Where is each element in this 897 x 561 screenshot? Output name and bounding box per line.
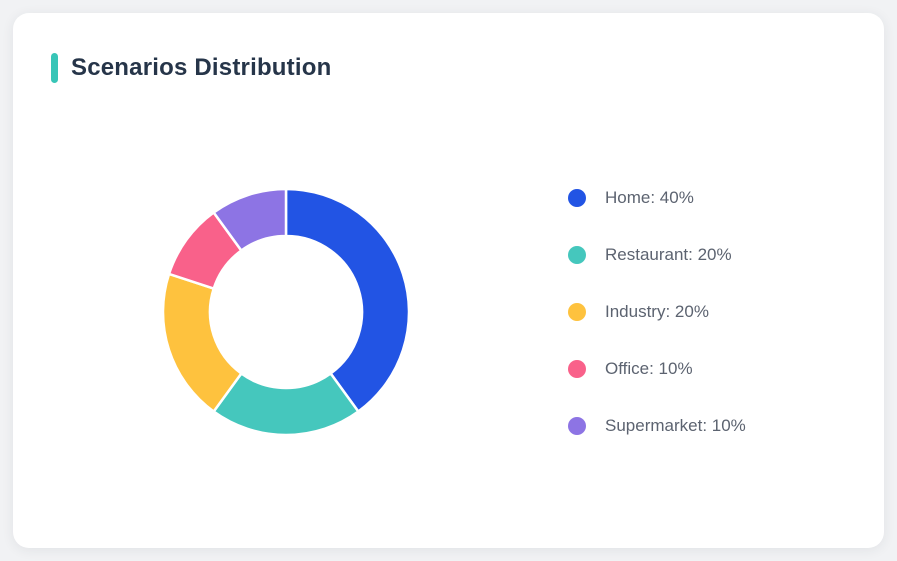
legend-label: Office: 10% (605, 359, 693, 378)
donut-slice-supermarket[interactable] (212, 187, 288, 252)
legend-dot-restaurant (568, 246, 586, 264)
legend-dot-industry (568, 303, 586, 321)
chart-area: Home: 40% Restaurant: 20% Industry: 20% … (13, 186, 884, 438)
legend-dot-supermarket (568, 417, 586, 435)
legend-item-office[interactable]: Office: 10% (568, 357, 746, 381)
legend-label: Restaurant: 20% (605, 245, 732, 264)
donut-slice-home[interactable] (284, 187, 411, 413)
legend-dot-home (568, 189, 586, 207)
legend-item-industry[interactable]: Industry: 20% (568, 300, 746, 324)
title-accent-bar (51, 53, 58, 83)
legend-dot-office (568, 360, 586, 378)
legend-item-supermarket[interactable]: Supermarket: 10% (568, 414, 746, 438)
legend-item-home[interactable]: Home: 40% (568, 186, 746, 210)
scenarios-distribution-card: Scenarios Distribution Home: 40% Restaur… (13, 13, 884, 548)
chart-legend: Home: 40% Restaurant: 20% Industry: 20% … (568, 186, 746, 438)
donut-chart[interactable] (161, 187, 411, 437)
legend-label: Industry: 20% (605, 302, 709, 321)
legend-label: Home: 40% (605, 188, 694, 207)
legend-label: Supermarket: 10% (605, 416, 746, 435)
legend-item-restaurant[interactable]: Restaurant: 20% (568, 243, 746, 267)
page-title: Scenarios Distribution (71, 54, 332, 81)
card-header: Scenarios Distribution (13, 13, 884, 83)
donut-slice-industry[interactable] (161, 272, 243, 413)
